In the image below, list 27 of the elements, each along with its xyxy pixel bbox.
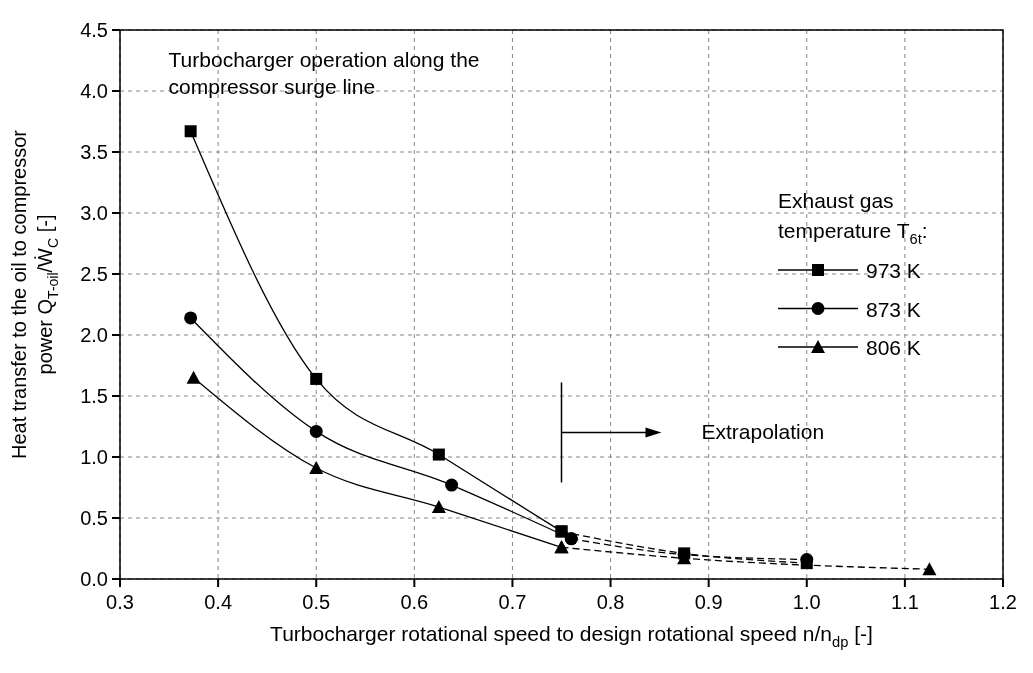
x-tick-label: 1.1 <box>890 591 919 613</box>
legend-label: 873 K <box>866 297 921 321</box>
x-tick-label: 0.7 <box>498 591 527 613</box>
x-tick-label: 0.3 <box>106 591 134 613</box>
y-tick-label: 0.5 <box>80 507 108 529</box>
y-tick-label: 3.5 <box>80 141 108 163</box>
legend-label: 973 K <box>866 259 921 282</box>
x-tick-label: 1.2 <box>989 591 1017 613</box>
x-tick-label: 0.4 <box>204 591 233 613</box>
y-tick-label: 0.0 <box>80 568 108 590</box>
x-axis-title: Turbocharger rotational speed to design rotational speed n/n$_{dp}$ [-] <box>270 622 873 651</box>
y-tick-label: 1.0 <box>80 446 108 468</box>
legend-title: Exhaust gas temperature T$_{6t}$: <box>778 189 928 248</box>
x-tick-label: 0.5 <box>302 591 331 613</box>
annotation: Turbocharger operation along the compressor surge line <box>168 48 480 98</box>
legend-label: 806 K <box>866 336 921 359</box>
y-tick-label: 2.5 <box>80 263 108 285</box>
annotation: Extrapolation <box>701 420 825 444</box>
y-tick-label: 2.0 <box>80 324 108 346</box>
x-tick-label: 0.6 <box>400 591 429 613</box>
y-tick-label: 1.5 <box>80 385 108 407</box>
x-tick-label: 0.8 <box>596 591 625 613</box>
y-tick-label: 3.0 <box>80 202 108 224</box>
y-tick-label: 4.0 <box>80 80 108 102</box>
x-tick-label: 0.9 <box>694 591 723 613</box>
x-tick-label: 1.0 <box>792 591 821 613</box>
y-tick-label: 4.5 <box>80 19 108 41</box>
